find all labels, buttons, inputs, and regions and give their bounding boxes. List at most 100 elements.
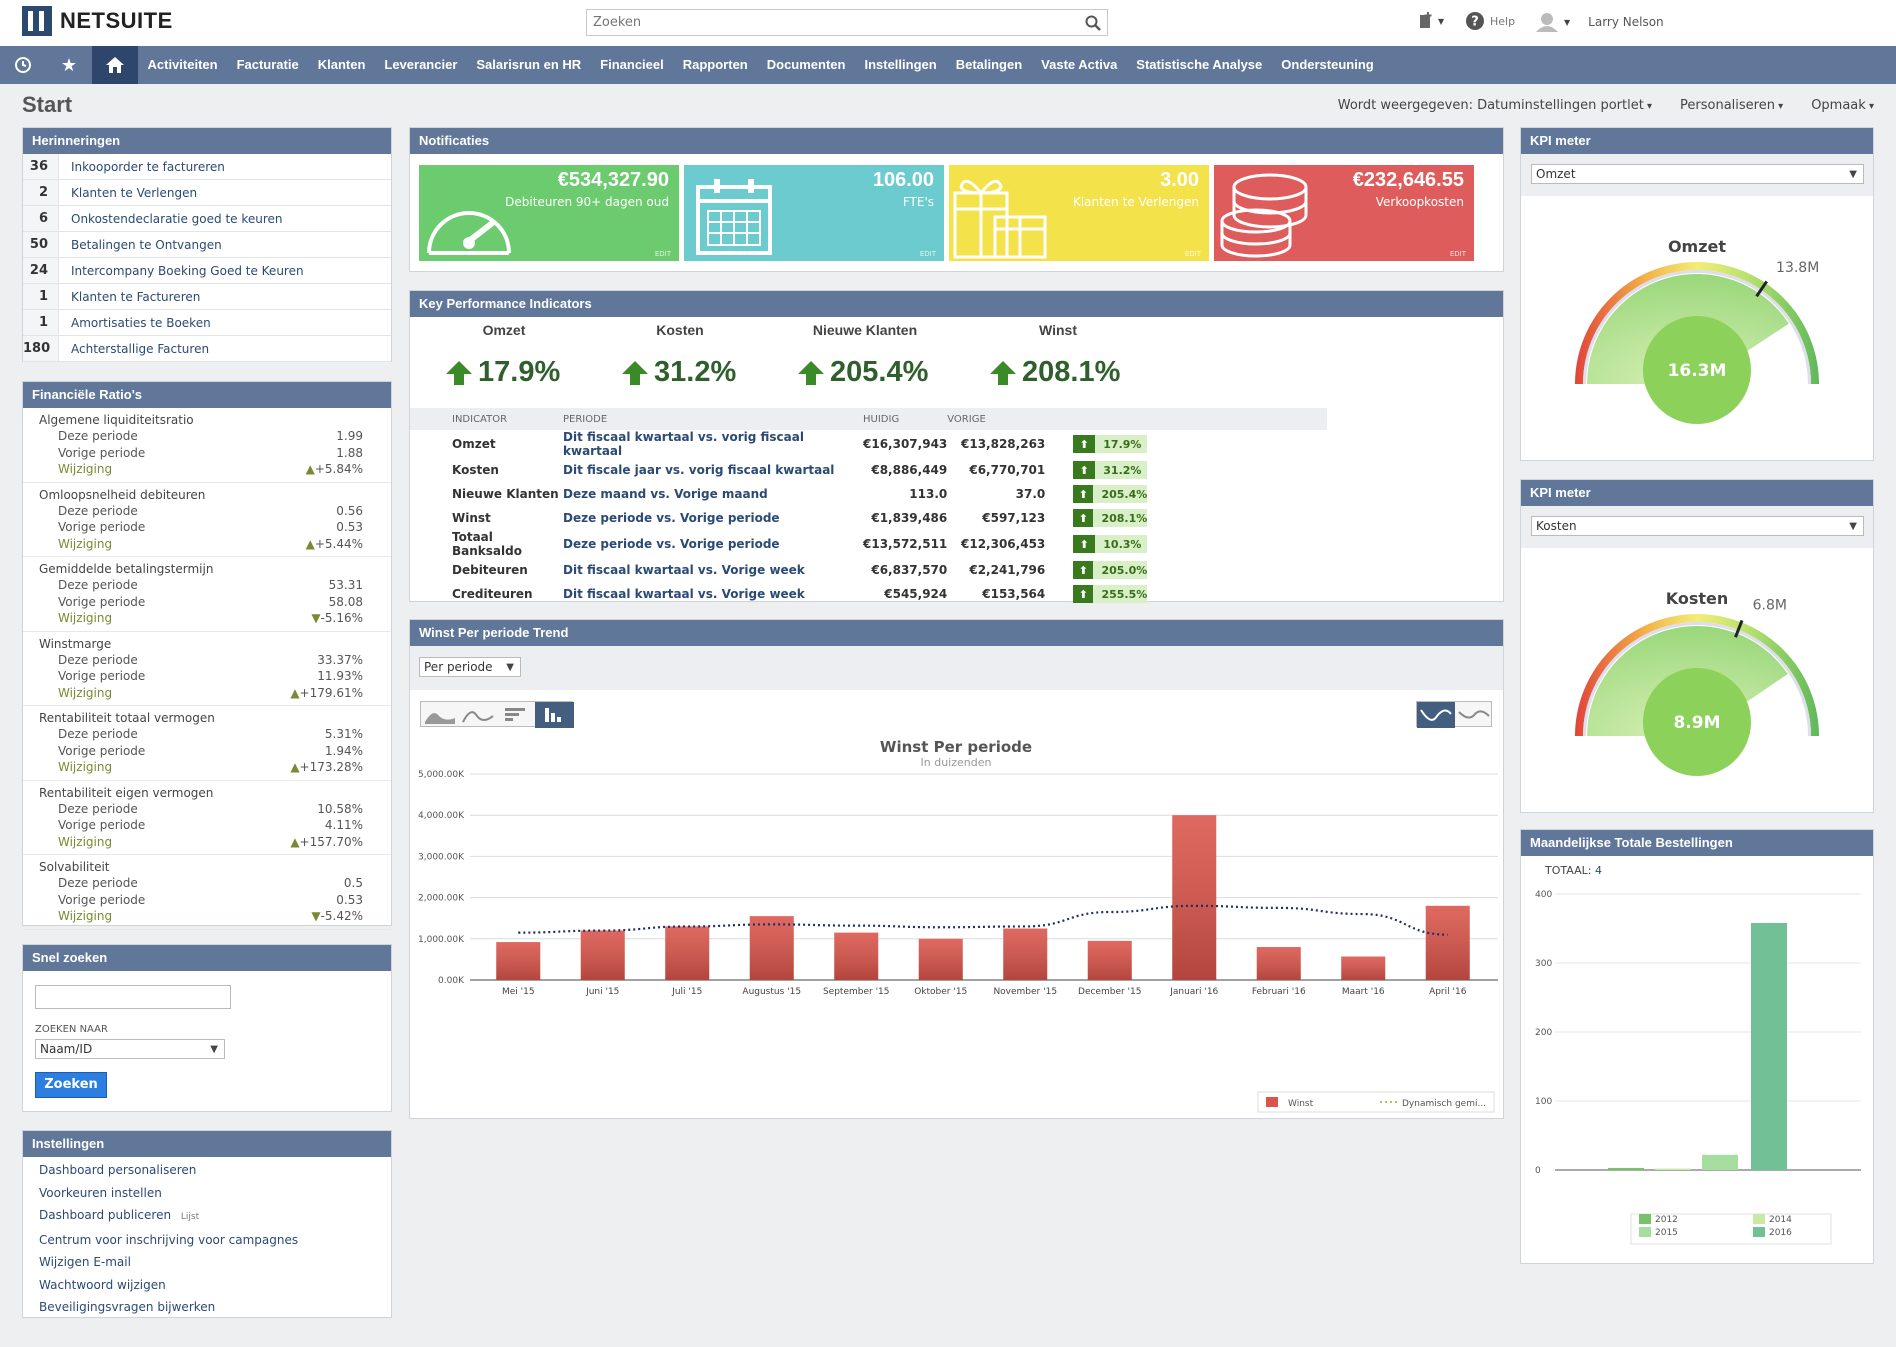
home-button[interactable] <box>92 46 138 84</box>
nav-item-statistische-analyse[interactable]: Statistische Analyse <box>1136 57 1263 72</box>
nav-item-klanten[interactable]: Klanten <box>317 57 366 72</box>
reminder-item[interactable]: 2 Klanten te Verlengen <box>23 180 391 206</box>
nav-item-ondersteuning[interactable]: Ondersteuning <box>1281 57 1374 72</box>
bar[interactable] <box>1003 928 1048 981</box>
nav-item-leverancier[interactable]: Leverancier <box>384 57 458 72</box>
kpi-row[interactable]: Omzet Dit fiscaal kwartaal vs. vorig fis… <box>410 430 1327 458</box>
reminder-item[interactable]: 24 Intercompany Boeking Goed te Keuren <box>23 258 391 284</box>
bar[interactable] <box>1087 940 1132 980</box>
user-menu[interactable]: ▼ Larry Nelson <box>1536 12 1664 32</box>
settings-link-email[interactable]: Wijzigen E-mail <box>39 1255 131 1269</box>
reminder-label[interactable]: Klanten te Factureren <box>71 289 201 304</box>
kpimeter1-select[interactable]: Omzet ▼ <box>1531 164 1864 184</box>
recent-records-button[interactable] <box>0 46 46 84</box>
netsuite-logo[interactable]: NETSUITE <box>22 5 173 37</box>
portlet-settings-link[interactable]: Wordt weergegeven: Datuminstellingen por… <box>1338 98 1652 113</box>
notification-tile-fte[interactable]: 106.00 FTE's EDIT <box>684 165 944 261</box>
quicksearch-input[interactable] <box>35 985 231 1009</box>
nav-item-betalingen[interactable]: Betalingen <box>955 57 1023 72</box>
publish-link[interactable]: Dashboard publiceren <box>39 1208 172 1222</box>
kpi-period[interactable]: Dit fiscaal kwartaal vs. Vorige week <box>563 563 805 577</box>
trend-period-select[interactable]: Per periode ▼ <box>419 657 521 677</box>
kpi-period[interactable]: Dit fiscaal kwartaal vs. Vorige week <box>563 587 805 601</box>
kpi-row[interactable]: Winst Deze periode vs. Vorige periode €1… <box>410 506 1327 530</box>
reminder-label[interactable]: Klanten te Verlengen <box>71 185 198 200</box>
reminder-item[interactable]: 50 Betalingen te Ontvangen <box>23 232 391 258</box>
kpi-period[interactable]: Deze periode vs. Vorige periode <box>563 537 780 551</box>
kpi-row[interactable]: Crediteuren Dit fiscaal kwartaal vs. Vor… <box>410 582 1327 606</box>
kpi-current: €545,924 <box>884 587 948 601</box>
search-type-select[interactable]: Naam/ID ▼ <box>35 1039 225 1059</box>
bar[interactable] <box>496 942 541 980</box>
kpi-period[interactable]: Dit fiscale jaar vs. vorig fiscaal kwart… <box>563 463 835 477</box>
notification-tile-debtors[interactable]: €534,327.90 Debiteuren 90+ dagen oud EDI… <box>419 165 679 261</box>
reminder-label[interactable]: Inkooporder te factureren <box>71 159 225 174</box>
kpi-period[interactable]: Deze periode vs. Vorige periode <box>563 511 780 525</box>
bar[interactable] <box>918 938 963 980</box>
nav-item-documenten[interactable]: Documenten <box>766 57 846 72</box>
quicksearch-button[interactable]: Zoeken <box>35 1072 107 1098</box>
tile-edit[interactable]: EDIT <box>919 250 936 258</box>
global-search[interactable] <box>586 9 1108 36</box>
nav-item-facturatie[interactable]: Facturatie <box>236 57 299 72</box>
nav-item-financieel[interactable]: Financieel <box>600 57 664 72</box>
nav-item-rapporten[interactable]: Rapporten <box>682 57 748 72</box>
arrow-up-icon <box>446 361 472 385</box>
tile-edit[interactable]: EDIT <box>1449 250 1466 258</box>
reminder-label[interactable]: Betalingen te Ontvangen <box>71 237 222 252</box>
bar[interactable] <box>1702 1154 1738 1170</box>
tile-edit[interactable]: EDIT <box>654 250 671 258</box>
reminder-item[interactable]: 180 Achterstallige Facturen <box>23 336 391 362</box>
bar[interactable] <box>1341 956 1386 980</box>
reminder-item[interactable]: 1 Klanten te Factureren <box>23 284 391 310</box>
bar[interactable] <box>834 932 879 980</box>
kpi-row[interactable]: Nieuwe Klanten Deze maand vs. Vorige maa… <box>410 482 1327 506</box>
bar[interactable] <box>1751 922 1787 1170</box>
search-icon[interactable] <box>1085 15 1101 31</box>
kpi-row[interactable]: Debiteuren Dit fiscaal kwartaal vs. Vori… <box>410 558 1327 582</box>
layout-link[interactable]: Opmaak <box>1811 98 1874 113</box>
search-input[interactable] <box>587 10 1067 35</box>
help-link[interactable]: ? Help <box>1466 12 1515 30</box>
bar[interactable] <box>749 916 794 980</box>
bar[interactable] <box>1655 1168 1691 1170</box>
bar[interactable] <box>1608 1167 1644 1170</box>
reminder-item[interactable]: 36 Inkooporder te factureren <box>23 154 391 180</box>
nav-item-activiteiten[interactable]: Activiteiten <box>147 57 218 72</box>
bar[interactable] <box>1256 947 1301 980</box>
nav-item-vaste-activa[interactable]: Vaste Activa <box>1041 57 1118 72</box>
reminder-label[interactable]: Amortisaties te Boeken <box>71 315 211 330</box>
settings-link-security[interactable]: Beveiligingsvragen bijwerken <box>39 1300 216 1314</box>
settings-link-personalize[interactable]: Dashboard personaliseren <box>39 1163 197 1177</box>
kpimeter2-select[interactable]: Kosten ▼ <box>1531 516 1864 536</box>
kpi-period[interactable]: Deze maand vs. Vorige maand <box>563 487 768 501</box>
tile-edit[interactable]: EDIT <box>1184 250 1201 258</box>
notification-tile-renewals[interactable]: 3.00 Klanten te Verlengen EDIT <box>949 165 1209 261</box>
settings-link-campaigns[interactable]: Centrum voor inschrijving voor campagnes <box>39 1232 299 1247</box>
bar[interactable] <box>1172 815 1217 980</box>
quick-create[interactable]: ▼ <box>1418 12 1444 30</box>
reminder-label[interactable]: Onkostendeclaratie goed te keuren <box>71 211 283 226</box>
logo-mark-icon <box>22 6 52 36</box>
personalize-link[interactable]: Personaliseren <box>1680 98 1783 113</box>
bar[interactable] <box>1425 905 1470 980</box>
shortcuts-button[interactable]: ★ <box>46 46 92 84</box>
chart-zoom-switcher[interactable] <box>1416 701 1492 728</box>
kpi-row[interactable]: Kosten Dit fiscale jaar vs. vorig fiscaa… <box>410 458 1327 482</box>
publish-list-link[interactable]: Lijst <box>180 1212 200 1222</box>
bar[interactable] <box>665 926 710 980</box>
bar[interactable] <box>580 930 625 980</box>
reminder-item[interactable]: 1 Amortisaties te Boeken <box>23 310 391 336</box>
kpi-period[interactable]: Dit fiscaal kwartaal vs. vorig fiscaal k… <box>563 430 804 458</box>
reminder-label[interactable]: Achterstallige Facturen <box>71 341 210 356</box>
settings-link-password[interactable]: Wachtwoord wijzigen <box>39 1277 166 1292</box>
kpi-row[interactable]: Totaal Banksaldo Deze periode vs. Vorige… <box>410 530 1327 558</box>
settings-link-preferences[interactable]: Voorkeuren instellen <box>39 1185 162 1200</box>
add-record-icon[interactable] <box>1418 12 1434 30</box>
notification-tile-sales-costs[interactable]: €232,646.55 Verkoopkosten EDIT <box>1214 165 1474 261</box>
nav-item-salarisrun[interactable]: Salarisrun en HR <box>476 57 582 72</box>
reminder-item[interactable]: 6 Onkostendeclaratie goed te keuren <box>23 206 391 232</box>
reminder-label[interactable]: Intercompany Boeking Goed te Keuren <box>71 263 304 278</box>
nav-item-instellingen[interactable]: Instellingen <box>864 57 937 72</box>
ratio-current-label: Deze periode <box>58 429 138 443</box>
